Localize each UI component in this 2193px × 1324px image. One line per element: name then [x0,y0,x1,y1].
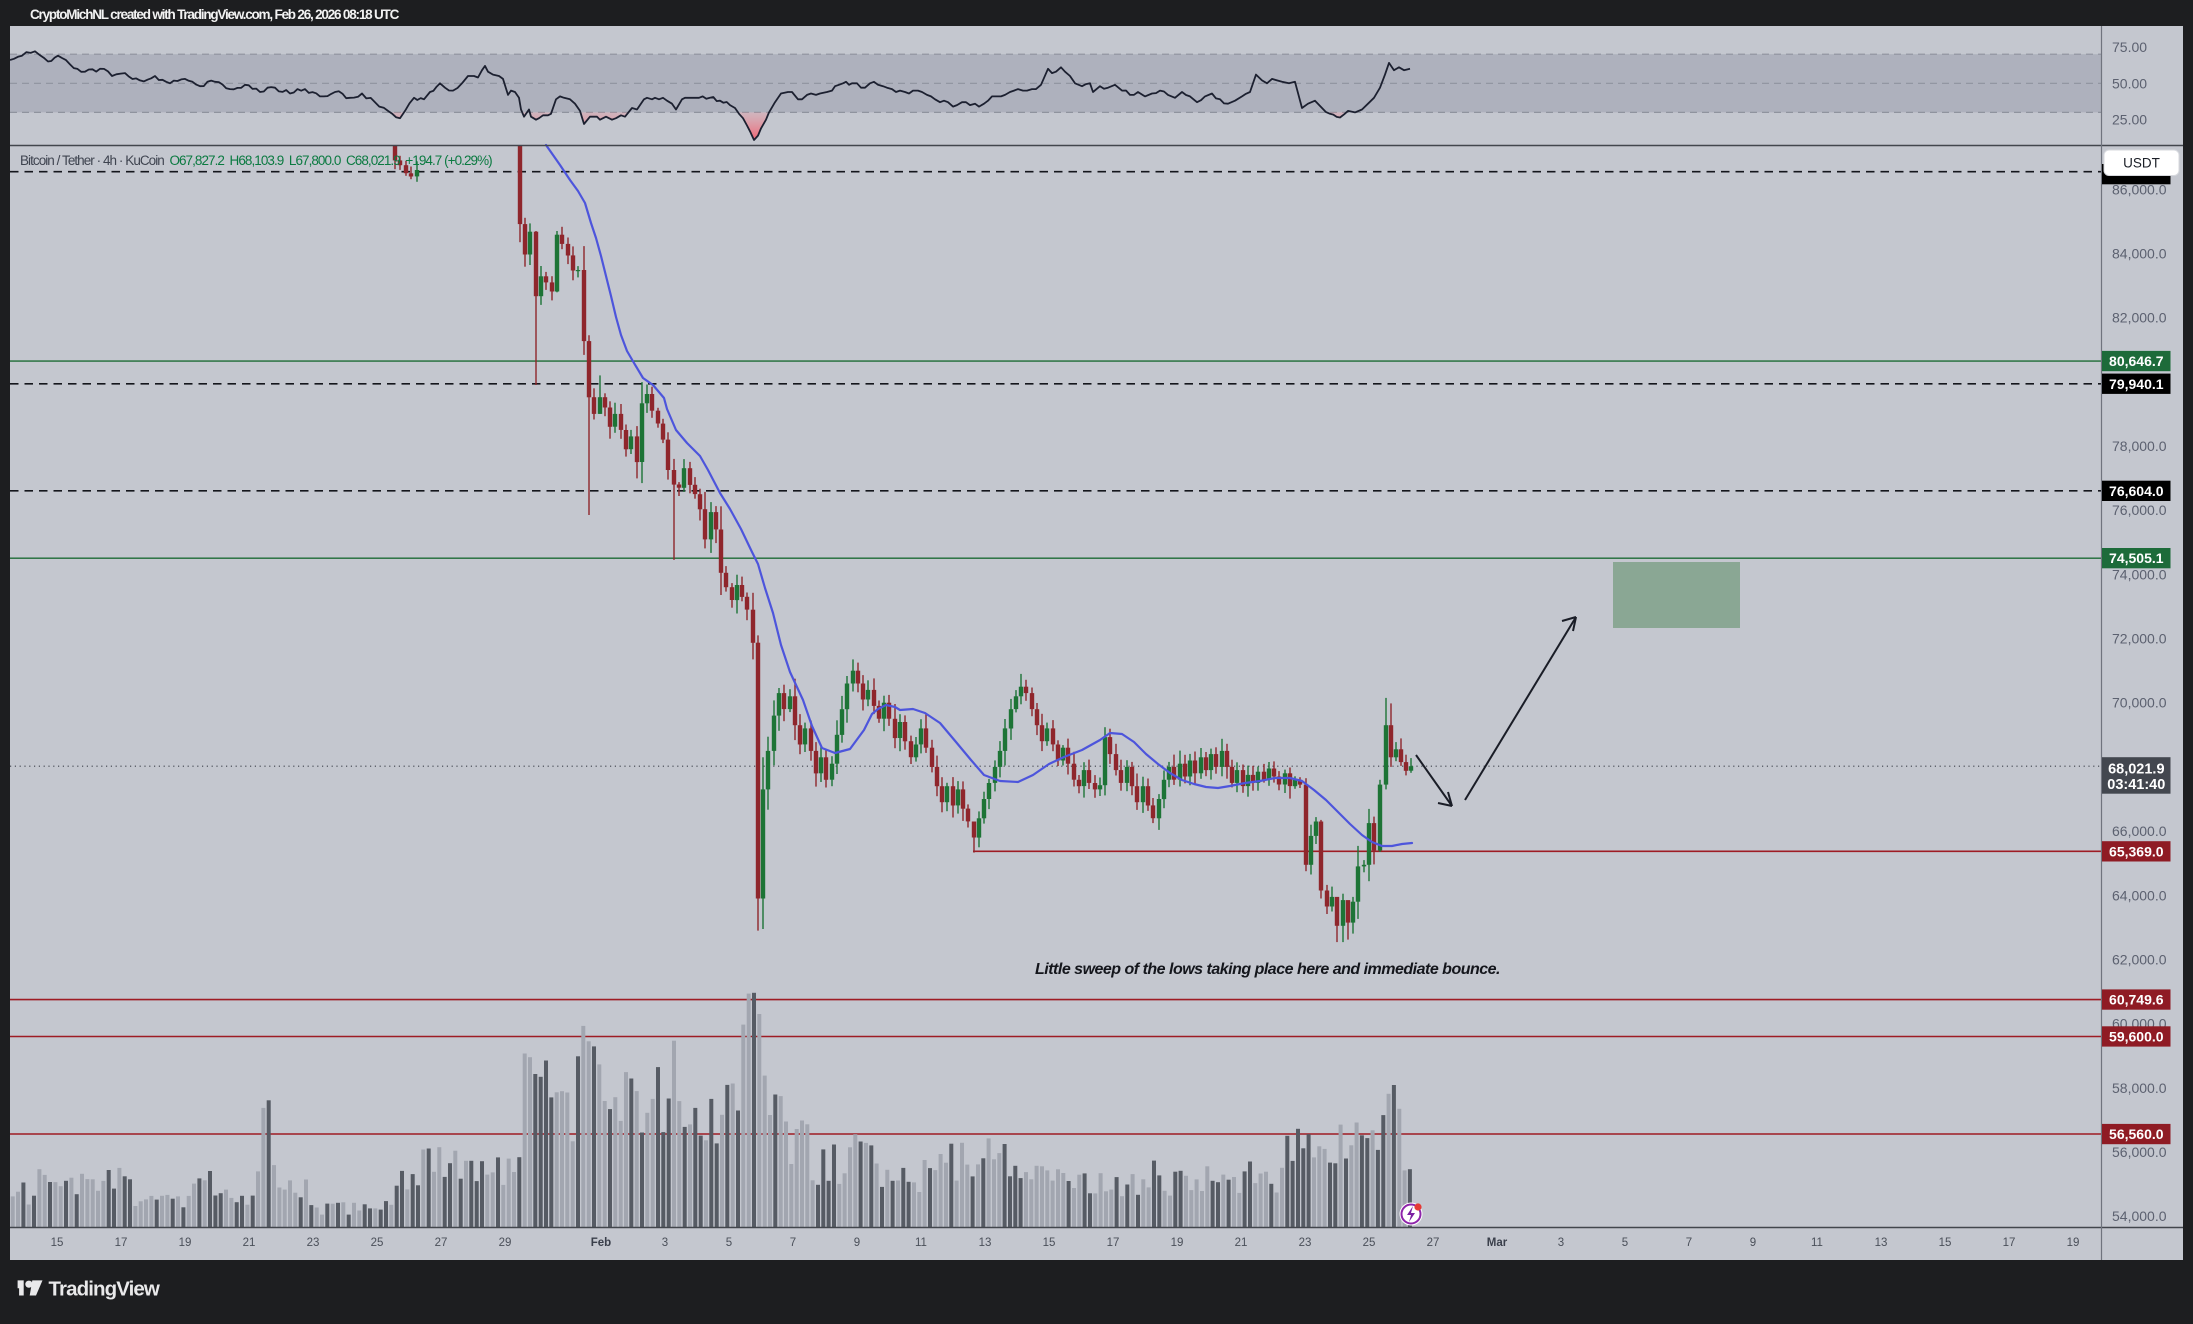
svg-text:17: 17 [2003,1237,2016,1249]
svg-text:Mar: Mar [1487,1237,1508,1249]
svg-text:78,000.0: 78,000.0 [2112,438,2167,454]
svg-text:70,000.0: 70,000.0 [2112,695,2167,711]
svg-text:19: 19 [179,1237,192,1249]
svg-text:Little sweep of the lows takin: Little sweep of the lows taking place he… [1035,961,1500,978]
svg-text:19: 19 [2067,1237,2080,1249]
svg-text:11: 11 [1811,1237,1823,1249]
svg-text:21: 21 [1235,1237,1248,1249]
svg-text:59,600.0: 59,600.0 [2109,1029,2164,1045]
svg-text:23: 23 [1299,1237,1312,1249]
svg-text:9: 9 [1750,1237,1756,1249]
svg-text:Feb: Feb [591,1237,611,1249]
svg-text:60,749.6: 60,749.6 [2109,992,2164,1008]
svg-text:72,000.0: 72,000.0 [2112,631,2167,647]
svg-text:50.00: 50.00 [2112,75,2147,91]
svg-text:7: 7 [790,1237,796,1249]
svg-text:17: 17 [115,1237,128,1249]
svg-text:56,000.0: 56,000.0 [2112,1144,2167,1160]
svg-text:5: 5 [1622,1237,1628,1249]
svg-text:54,000.0: 54,000.0 [2112,1208,2167,1224]
svg-text:86,000.0: 86,000.0 [2112,181,2167,197]
svg-text:84,000.0: 84,000.0 [2112,246,2167,262]
svg-text:25.00: 25.00 [2112,112,2147,128]
svg-text:27: 27 [1427,1237,1440,1249]
svg-text:75.00: 75.00 [2112,39,2147,55]
svg-text:9: 9 [854,1237,860,1249]
svg-text:25: 25 [1363,1237,1376,1249]
svg-text:25: 25 [371,1237,384,1249]
svg-text:15: 15 [51,1237,64,1249]
svg-text:15: 15 [1043,1237,1056,1249]
svg-text:13: 13 [979,1237,992,1249]
svg-text:15: 15 [1939,1237,1952,1249]
svg-text:13: 13 [1875,1237,1888,1249]
svg-text:79,940.1: 79,940.1 [2109,376,2164,392]
svg-text:65,369.0: 65,369.0 [2109,843,2164,859]
svg-text:56,560.0: 56,560.0 [2109,1126,2164,1142]
svg-text:7: 7 [1686,1237,1692,1249]
svg-text:17: 17 [1107,1237,1120,1249]
svg-text:68,021.9: 68,021.9 [2108,762,2164,778]
svg-text:76,000.0: 76,000.0 [2112,502,2167,518]
svg-text:CryptoMichNL created with Trad: CryptoMichNL created with TradingView.co… [30,7,400,22]
svg-text:TradingView: TradingView [49,1278,160,1301]
svg-text:21: 21 [243,1237,256,1249]
svg-text:74,000.0: 74,000.0 [2112,566,2167,582]
svg-text:74,505.1: 74,505.1 [2109,550,2164,566]
svg-text:Bitcoin / Tether · 4h · KuCoin: Bitcoin / Tether · 4h · KuCoin O67,827.2… [20,153,492,168]
svg-text:3: 3 [1558,1237,1564,1249]
svg-text:58,000.0: 58,000.0 [2112,1080,2167,1096]
svg-text:27: 27 [435,1237,448,1249]
svg-text:76,604.0: 76,604.0 [2109,483,2164,499]
svg-text:66,000.0: 66,000.0 [2112,823,2167,839]
svg-text:11: 11 [915,1237,927,1249]
svg-text:80,646.7: 80,646.7 [2109,353,2164,369]
svg-text:USDT: USDT [2123,156,2160,171]
svg-text:5: 5 [726,1237,732,1249]
svg-text:62,000.0: 62,000.0 [2112,952,2167,968]
svg-text:3: 3 [662,1237,668,1249]
svg-text:64,000.0: 64,000.0 [2112,887,2167,903]
svg-text:19: 19 [1171,1237,1184,1249]
svg-text:82,000.0: 82,000.0 [2112,310,2167,326]
svg-text:29: 29 [499,1237,512,1249]
svg-text:23: 23 [307,1237,320,1249]
svg-text:03:41:40: 03:41:40 [2107,777,2165,793]
